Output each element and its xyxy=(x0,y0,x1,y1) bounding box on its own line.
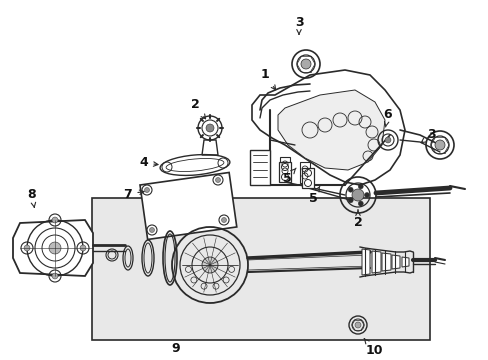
Circle shape xyxy=(80,245,86,251)
Circle shape xyxy=(384,137,390,143)
Polygon shape xyxy=(401,257,408,267)
Text: 3: 3 xyxy=(294,15,303,34)
Polygon shape xyxy=(391,255,399,269)
Text: 5: 5 xyxy=(282,168,295,184)
Bar xyxy=(140,172,236,239)
Circle shape xyxy=(358,201,363,206)
Bar xyxy=(92,198,429,340)
Polygon shape xyxy=(202,140,218,155)
Text: 4: 4 xyxy=(140,157,158,170)
Circle shape xyxy=(52,217,58,223)
Polygon shape xyxy=(299,162,309,183)
Circle shape xyxy=(202,257,218,273)
Circle shape xyxy=(358,184,363,189)
Polygon shape xyxy=(371,251,380,273)
Polygon shape xyxy=(280,157,289,178)
Circle shape xyxy=(221,217,226,222)
Polygon shape xyxy=(251,70,404,185)
Polygon shape xyxy=(302,168,313,188)
Text: 9: 9 xyxy=(171,342,180,355)
Circle shape xyxy=(347,198,352,203)
Circle shape xyxy=(49,242,61,254)
Text: 7: 7 xyxy=(123,188,144,201)
Circle shape xyxy=(205,124,214,132)
Text: 2: 2 xyxy=(353,210,362,229)
Circle shape xyxy=(364,193,369,198)
Circle shape xyxy=(215,177,220,183)
Text: 6: 6 xyxy=(383,108,391,127)
Polygon shape xyxy=(249,150,269,185)
Text: 2: 2 xyxy=(190,99,205,119)
Circle shape xyxy=(351,189,363,201)
Polygon shape xyxy=(278,90,384,170)
Polygon shape xyxy=(279,162,290,182)
Polygon shape xyxy=(361,249,369,275)
Polygon shape xyxy=(13,220,93,276)
Text: 3: 3 xyxy=(420,129,435,143)
Polygon shape xyxy=(381,253,390,271)
Circle shape xyxy=(347,187,352,192)
Ellipse shape xyxy=(166,158,224,171)
Circle shape xyxy=(301,59,310,69)
Circle shape xyxy=(149,228,154,233)
Text: 1: 1 xyxy=(260,68,275,90)
Circle shape xyxy=(24,245,30,251)
Circle shape xyxy=(144,188,149,193)
Circle shape xyxy=(354,322,360,328)
Text: 8: 8 xyxy=(28,189,36,207)
Text: 10: 10 xyxy=(364,338,382,356)
Text: 5: 5 xyxy=(308,186,319,204)
Circle shape xyxy=(52,273,58,279)
Circle shape xyxy=(434,140,444,150)
